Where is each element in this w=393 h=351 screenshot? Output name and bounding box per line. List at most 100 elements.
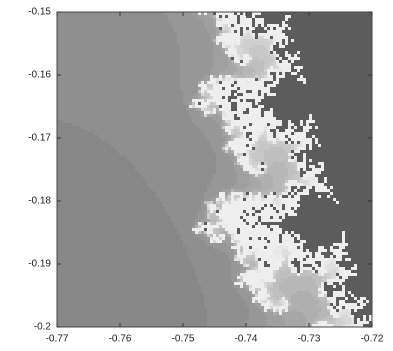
- fractal-cell: [318, 57, 322, 61]
- fractal-cell: [300, 78, 304, 82]
- fractal-cell: [96, 84, 100, 88]
- fractal-cell: [342, 129, 346, 133]
- fractal-cell: [168, 15, 172, 19]
- fractal-cell: [366, 66, 370, 70]
- fractal-cell: [339, 60, 343, 64]
- fractal-cell: [315, 108, 319, 112]
- fractal-cell: [78, 99, 82, 103]
- fractal-cell: [171, 132, 175, 136]
- fractal-cell: [273, 126, 277, 130]
- fractal-cell: [225, 144, 229, 148]
- fractal-cell: [228, 72, 232, 76]
- fractal-cell: [282, 99, 286, 103]
- fractal-cell: [276, 117, 280, 121]
- fractal-cell: [339, 54, 343, 58]
- fractal-cell: [177, 102, 181, 106]
- fractal-cell: [186, 117, 190, 121]
- fractal-cell: [354, 54, 358, 58]
- fractal-cell: [78, 144, 82, 148]
- fractal-cell: [114, 138, 118, 142]
- fractal-cell: [282, 102, 286, 106]
- fractal-cell: [339, 24, 343, 28]
- fractal-cell: [150, 105, 154, 109]
- fractal-cell: [291, 42, 295, 46]
- fractal-cell: [144, 36, 148, 40]
- fractal-cell: [87, 39, 91, 43]
- fractal-cell: [204, 90, 208, 94]
- fractal-cell: [201, 129, 205, 133]
- fractal-cell: [198, 105, 202, 109]
- fractal-cell: [324, 33, 328, 37]
- fractal-cell: [135, 72, 139, 76]
- fractal-cell: [207, 12, 211, 16]
- fractal-cell: [87, 144, 91, 148]
- fractal-cell: [189, 36, 193, 40]
- fractal-cell: [240, 84, 244, 88]
- fractal-cell: [315, 75, 319, 79]
- fractal-cell: [273, 78, 277, 82]
- fractal-cell: [150, 99, 154, 103]
- fractal-cell: [168, 54, 172, 58]
- fractal-cell: [198, 87, 202, 91]
- fractal-cell: [168, 57, 172, 61]
- fractal-cell: [186, 42, 190, 46]
- fractal-cell: [180, 72, 184, 76]
- fractal-cell: [192, 45, 196, 49]
- fractal-cell: [249, 42, 253, 46]
- fractal-cell: [117, 12, 121, 16]
- fractal-cell: [351, 12, 355, 16]
- fractal-cell: [309, 54, 313, 58]
- fractal-cell: [117, 153, 121, 157]
- fractal-cell: [279, 36, 283, 40]
- fractal-cell: [192, 12, 196, 16]
- fractal-cell: [363, 93, 367, 97]
- fractal-cell: [363, 96, 367, 100]
- fractal-cell: [297, 120, 301, 124]
- fractal-cell: [351, 123, 355, 127]
- fractal-cell: [231, 111, 235, 115]
- fractal-cell: [219, 138, 223, 142]
- fractal-cell: [255, 60, 259, 64]
- fractal-cell: [102, 57, 106, 61]
- fractal-cell: [153, 15, 157, 19]
- fractal-cell: [369, 144, 373, 148]
- fractal-cell: [126, 57, 130, 61]
- fractal-cell: [285, 105, 289, 109]
- fractal-cell: [153, 51, 157, 55]
- fractal-cell: [333, 18, 337, 22]
- fractal-cell: [240, 36, 244, 40]
- fractal-cell: [342, 42, 346, 46]
- fractal-cell: [102, 81, 106, 85]
- fractal-cell: [183, 87, 187, 91]
- fractal-cell: [102, 30, 106, 34]
- fractal-cell: [282, 105, 286, 109]
- fractal-cell: [309, 48, 313, 52]
- fractal-cell: [72, 132, 76, 136]
- fractal-cell: [234, 141, 238, 145]
- fractal-cell: [255, 63, 259, 67]
- fractal-cell: [126, 18, 130, 22]
- fractal-cell: [171, 75, 175, 79]
- fractal-cell: [339, 81, 343, 85]
- fractal-cell: [195, 84, 199, 88]
- fractal-cell: [342, 12, 346, 16]
- fractal-cell: [240, 24, 244, 28]
- fractal-cell: [234, 18, 238, 22]
- fractal-cell: [249, 24, 253, 28]
- fractal-cell: [222, 75, 226, 79]
- fractal-cell: [267, 150, 271, 154]
- fractal-cell: [99, 138, 103, 142]
- fractal-cell: [225, 57, 229, 61]
- fractal-cell: [246, 117, 250, 121]
- fractal-cell: [192, 87, 196, 91]
- fractal-cell: [99, 63, 103, 67]
- fractal-cell: [231, 153, 235, 157]
- fractal-cell: [129, 39, 133, 43]
- fractal-cell: [156, 36, 160, 40]
- fractal-cell: [159, 117, 163, 121]
- fractal-cell: [225, 12, 229, 16]
- fractal-cell: [207, 66, 211, 70]
- fractal-cell: [165, 87, 169, 91]
- fractal-cell: [162, 126, 166, 130]
- fractal-cell: [327, 78, 331, 82]
